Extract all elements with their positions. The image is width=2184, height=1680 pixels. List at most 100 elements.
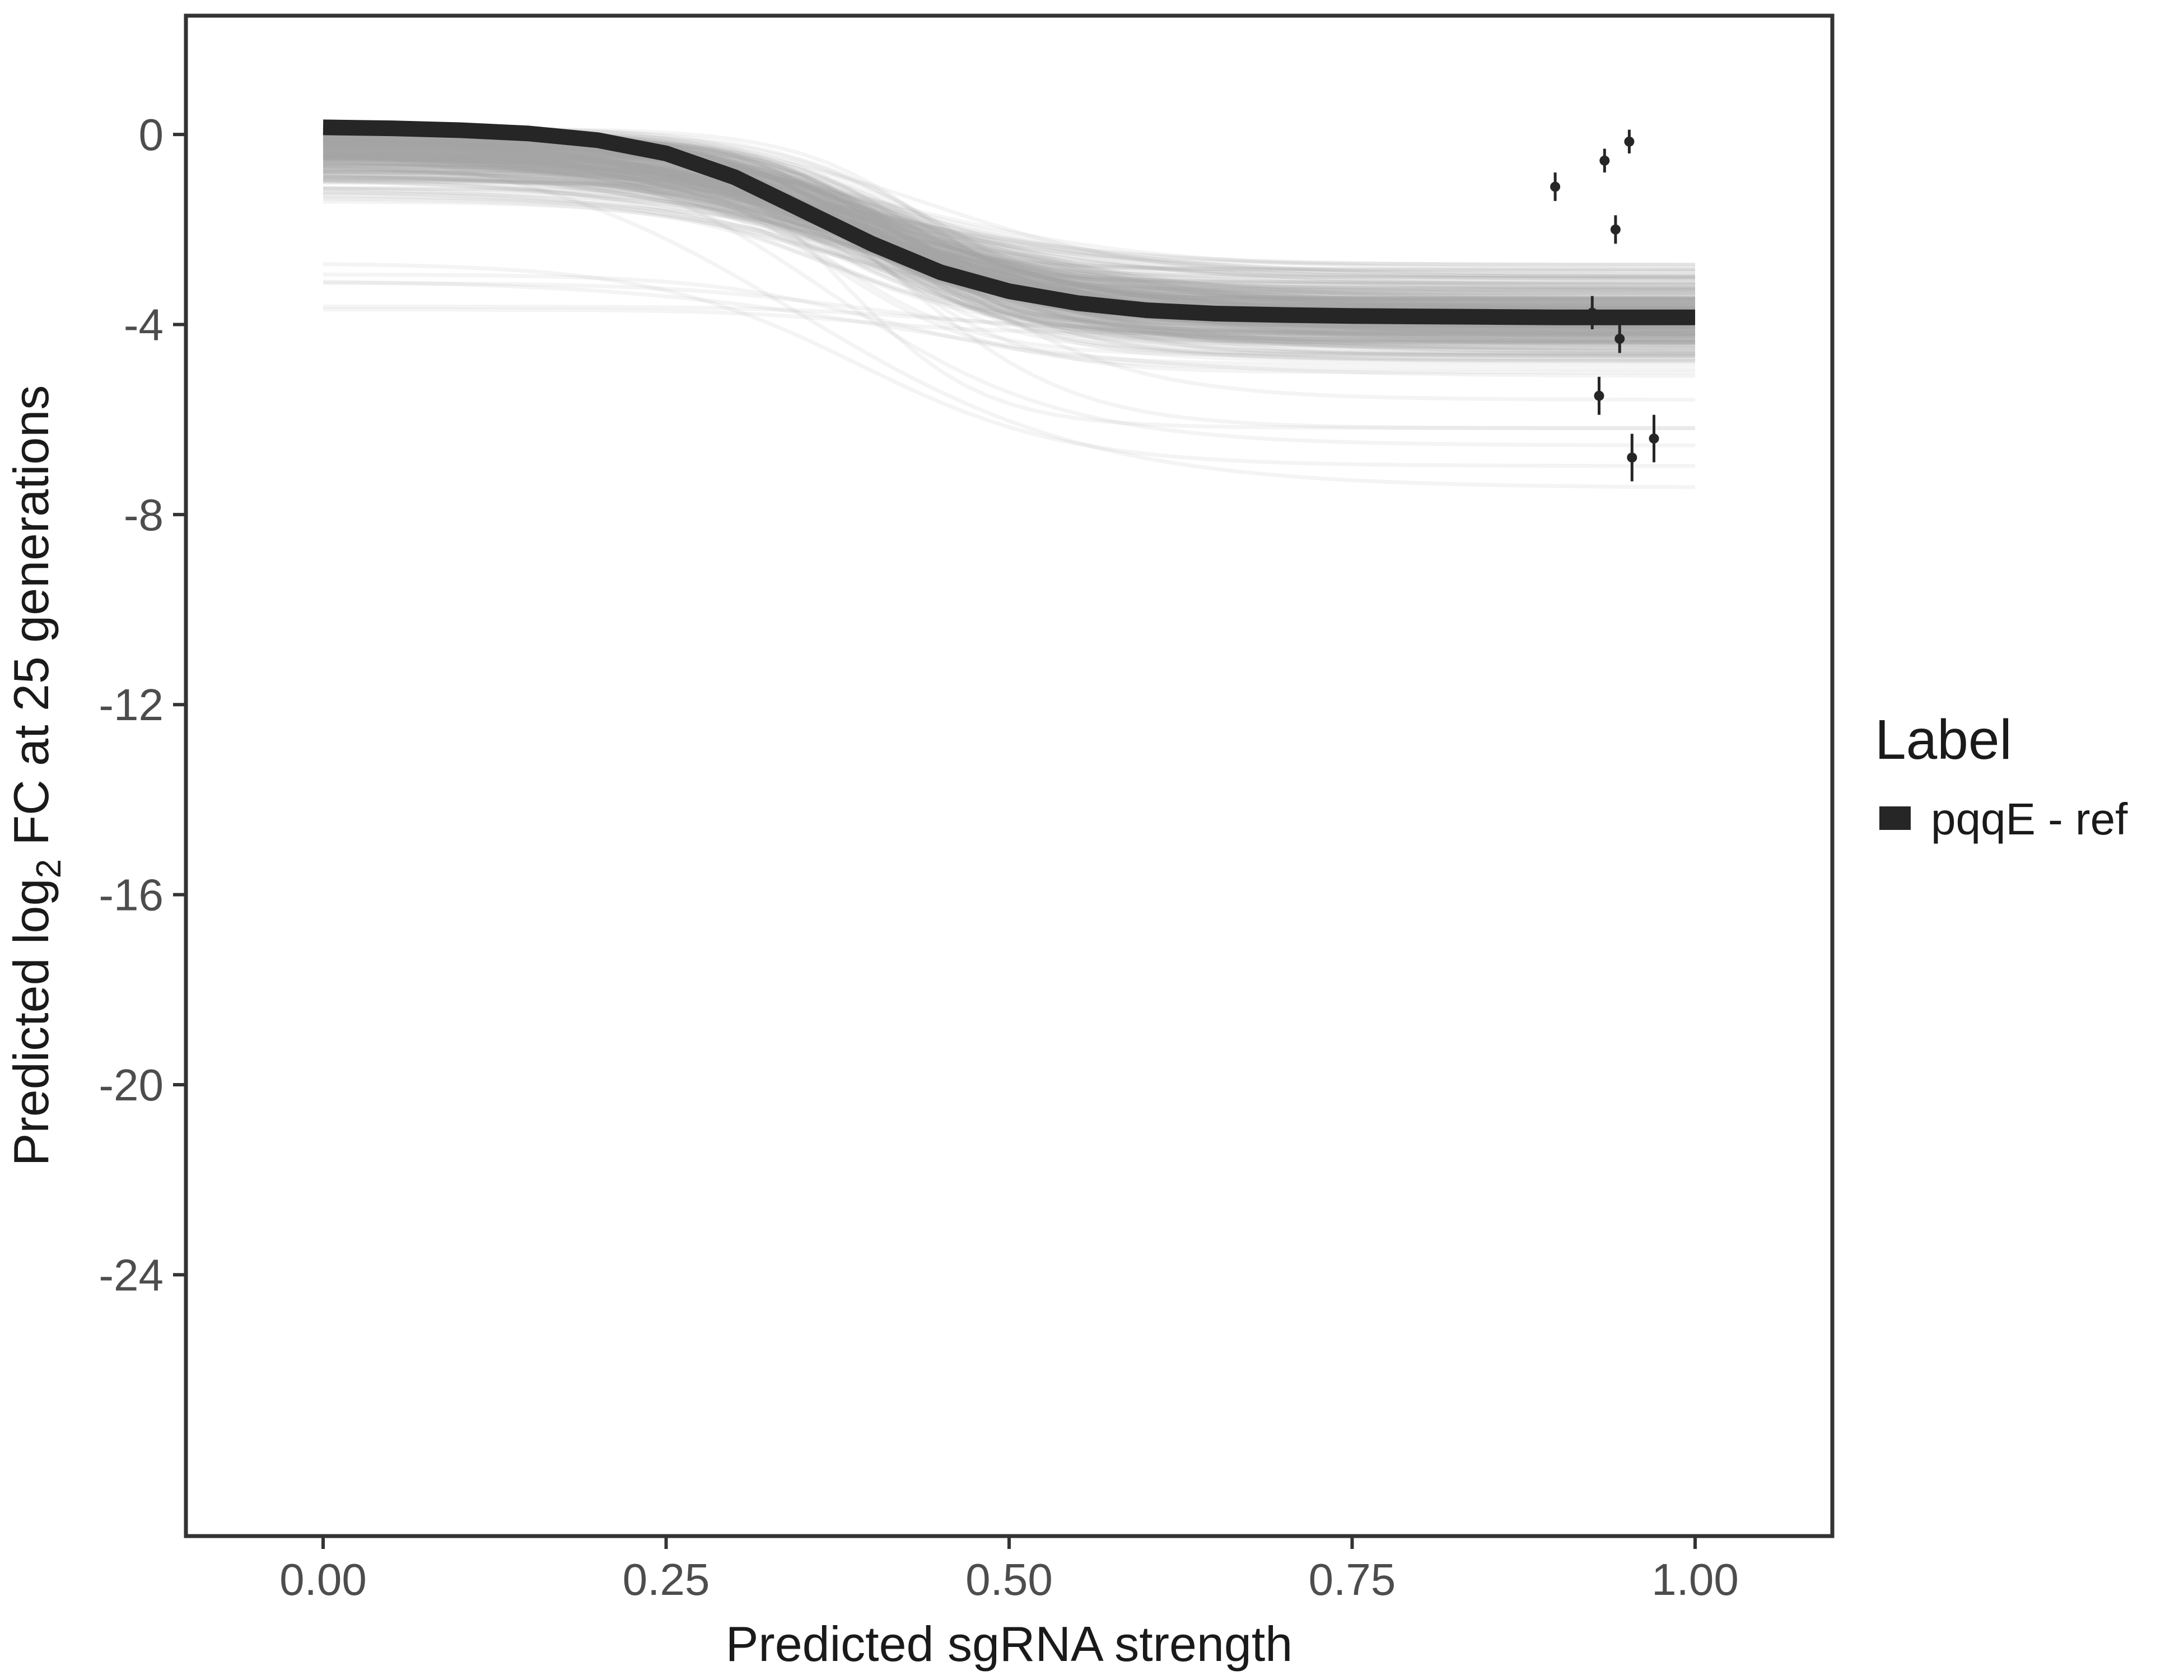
posterior-draw-line	[323, 140, 1695, 301]
y-tick-label: -12	[99, 680, 164, 730]
posterior-draw-line	[323, 155, 1696, 333]
posterior-draw-line	[323, 141, 1696, 311]
posterior-draw-line	[323, 153, 1695, 280]
posterior-draw-line	[323, 191, 1695, 338]
y-tick-label: -20	[99, 1060, 164, 1110]
x-tick-label: 1.00	[1651, 1555, 1739, 1604]
posterior-draw-line	[323, 135, 1696, 338]
plot-panel-border	[184, 13, 1835, 1538]
posterior-draw-line	[323, 140, 1695, 346]
posterior-draw-line	[323, 155, 1695, 334]
posterior-draw-line	[323, 147, 1695, 337]
posterior-draw-line	[323, 144, 1695, 371]
posterior-draw-line	[323, 142, 1695, 300]
posterior-draw-line	[323, 158, 1696, 304]
posterior-draw-line	[323, 142, 1695, 431]
observation-point	[1624, 129, 1635, 154]
posterior-draw-line	[323, 139, 1695, 339]
y-axis-title-subscript: 2	[30, 859, 68, 878]
posterior-draw-line	[323, 163, 1696, 290]
y-axis: 0 -4 -8 -12 -16 -20 -24	[99, 110, 184, 1300]
observation-marker	[1550, 181, 1561, 192]
posterior-draw-line	[323, 151, 1695, 294]
x-axis-title: Predicted sgRNA strength	[726, 1616, 1293, 1672]
observation-point	[1599, 148, 1610, 172]
posterior-draw-line	[323, 156, 1695, 327]
posterior-draw-line	[323, 304, 1695, 333]
legend-title: Label	[1875, 708, 2012, 771]
observation-point	[1594, 376, 1604, 415]
posterior-draw-line	[323, 151, 1695, 337]
y-tick-label: -16	[99, 870, 164, 920]
posterior-draw-line	[323, 141, 1695, 306]
posterior-draw-line	[323, 147, 1695, 300]
posterior-draw-line	[323, 262, 1695, 468]
posterior-draw-line	[323, 281, 1695, 335]
posterior-draw-line	[323, 139, 1696, 329]
posterior-draw-line	[323, 152, 1696, 300]
posterior-draw-line	[323, 152, 1696, 353]
posterior-draw-line	[323, 186, 1695, 273]
posterior-draw-line	[323, 139, 1695, 358]
posterior-draw-line	[323, 158, 1695, 302]
x-tick-label: 0.25	[623, 1555, 710, 1604]
posterior-draw-line	[323, 155, 1695, 307]
posterior-draw-line	[323, 138, 1696, 279]
posterior-draw-line	[323, 175, 1695, 343]
observation-marker	[1624, 136, 1635, 147]
posterior-draw-line	[323, 151, 1695, 291]
posterior-draw-line	[323, 157, 1695, 284]
posterior-draw-line	[323, 137, 1695, 333]
posterior-draw-line	[323, 134, 1696, 334]
posterior-draw-line	[323, 151, 1695, 310]
observation-marker	[1599, 155, 1610, 166]
posterior-draw-line	[323, 155, 1696, 310]
observation-marker	[1614, 333, 1625, 344]
x-tick-label: 0.50	[965, 1555, 1053, 1604]
posterior-draw-line	[323, 166, 1695, 329]
posterior-draw-line	[323, 137, 1696, 277]
posterior-draw-line	[323, 156, 1696, 309]
posterior-draw-line	[323, 156, 1695, 272]
posterior-draw-line	[323, 166, 1696, 276]
posterior-draw-line	[323, 139, 1695, 305]
posterior-draw-line	[323, 155, 1696, 309]
posterior-draw-line	[323, 170, 1695, 301]
posterior-draw-line	[323, 140, 1695, 296]
posterior-draw-line	[323, 161, 1695, 290]
posterior-draw-line	[323, 146, 1696, 279]
posterior-draw-line	[323, 173, 1695, 344]
posterior-draw-line	[323, 155, 1696, 305]
posterior-draw-line	[323, 142, 1696, 337]
observation-marker	[1627, 452, 1637, 463]
posterior-draw-line	[323, 149, 1696, 291]
posterior-draw-line	[323, 139, 1695, 345]
posterior-draw-line	[323, 153, 1695, 310]
posterior-draw-line	[323, 144, 1696, 296]
posterior-draw-line	[323, 151, 1695, 357]
posterior-draw-line	[323, 157, 1695, 342]
posterior-draw-line	[323, 170, 1695, 327]
posterior-draw-line	[323, 167, 1695, 362]
posterior-draw-line	[323, 160, 1696, 310]
posterior-draw-line	[323, 139, 1696, 336]
observation-point	[1550, 172, 1561, 201]
posterior-draw-line	[323, 144, 1696, 311]
posterior-draw-line	[323, 139, 1696, 329]
posterior-draw-line	[323, 152, 1695, 301]
posterior-draw-line	[323, 138, 1696, 307]
posterior-draw-line	[323, 155, 1696, 299]
posterior-draw-line	[323, 169, 1695, 291]
posterior-draw-line	[323, 137, 1696, 338]
posterior-draw-line	[323, 147, 1695, 284]
posterior-draw-line	[323, 141, 1696, 305]
posterior-draw-line	[323, 141, 1695, 280]
posterior-draw-line	[323, 136, 1696, 447]
posterior-draw-line	[323, 307, 1695, 335]
posterior-draw-line	[323, 148, 1695, 342]
posterior-draw-line	[323, 147, 1696, 302]
posterior-draw-line	[323, 138, 1696, 343]
fit-line-pqqE-ref	[323, 119, 1695, 325]
y-tick-label: -24	[99, 1250, 164, 1300]
posterior-draw-line	[323, 141, 1696, 302]
